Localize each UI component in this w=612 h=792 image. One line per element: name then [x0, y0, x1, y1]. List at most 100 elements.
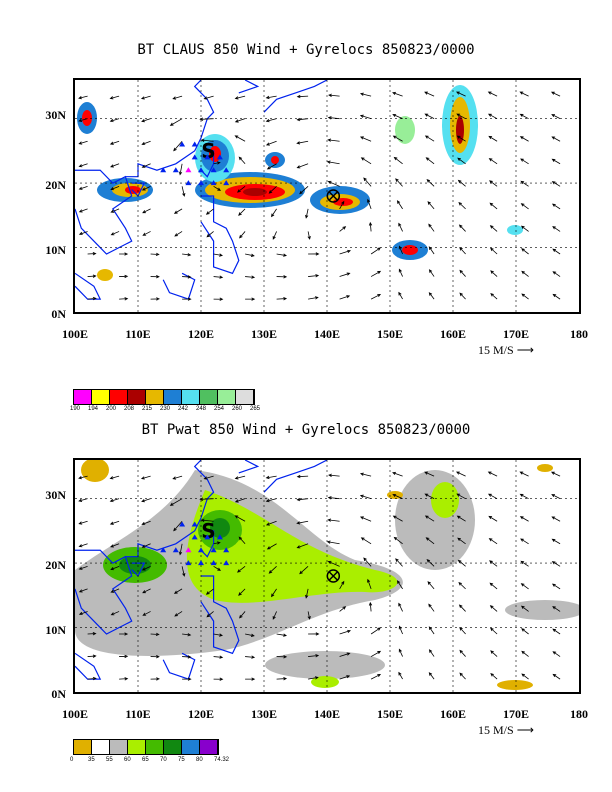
p1-ref-vector-label: 15 M/S ⟶ — [478, 343, 534, 357]
wind-arrow — [140, 95, 151, 100]
wind-arrow — [173, 520, 183, 532]
wind-arrow — [87, 296, 97, 301]
p1-ylabel-10n: 10N — [45, 243, 66, 257]
wind-arrow — [140, 475, 151, 480]
wind-arrow — [271, 208, 277, 218]
wind-arrow — [551, 114, 561, 120]
wind-arrow — [234, 498, 246, 503]
wind-arrow — [328, 473, 340, 477]
wind-arrow — [487, 91, 498, 97]
colorbar-label: 80 — [196, 757, 203, 763]
wind-arrow — [458, 581, 466, 590]
panel1-title: BT CLAUS 850 Wind + Gyrelocs 850823/0000 — [137, 42, 475, 58]
claus-map: S — [73, 78, 581, 314]
gyre-cross-icon — [328, 191, 338, 201]
wind-arrow — [326, 160, 340, 165]
wind-arrow — [141, 498, 151, 503]
obs-triangle-icon — [216, 534, 223, 540]
wind-arrow — [520, 158, 529, 165]
wind-arrow — [367, 198, 372, 210]
wind-arrow — [234, 135, 246, 142]
wind-arrow — [78, 475, 88, 480]
wind-arrow — [265, 118, 277, 123]
wind-arrow — [78, 611, 88, 616]
wind-arrow — [363, 177, 372, 187]
wind-arrow — [398, 625, 403, 635]
pwat-map: S — [73, 458, 581, 694]
wind-arrow — [490, 270, 498, 277]
typhoon-icon: S — [201, 519, 215, 543]
gyre-marker: S — [160, 519, 341, 583]
wind-arrow — [398, 245, 403, 255]
wind-arrow — [428, 603, 435, 612]
wind-arrow — [359, 494, 372, 500]
wind-arrow — [551, 494, 561, 500]
x-tick-label: 170E — [502, 707, 530, 721]
wind-arrow — [299, 566, 309, 575]
wind-vectors — [78, 91, 561, 301]
wind-arrow — [487, 471, 498, 477]
wind-arrow — [213, 297, 224, 301]
wind-arrow — [245, 655, 256, 659]
obs-triangle-icon — [185, 547, 192, 553]
wind-arrow — [109, 118, 120, 123]
wind-arrow — [521, 270, 529, 277]
x-tick-label: 120E — [187, 707, 215, 721]
wind-arrow — [551, 158, 561, 165]
coastline — [238, 80, 260, 94]
gyre-marker: S — [160, 139, 341, 203]
obs-triangle-icon — [210, 560, 217, 566]
wind-arrow — [119, 274, 129, 279]
wind-arrow — [245, 677, 256, 681]
wind-arrow — [268, 566, 277, 574]
wind-arrow — [276, 275, 288, 279]
wind-arrow — [360, 537, 372, 545]
colorbar-swatch — [92, 390, 110, 404]
obs-triangle-icon — [216, 154, 223, 160]
wind-arrow — [367, 578, 372, 590]
obs-triangle-icon — [223, 180, 230, 186]
wind-arrow — [456, 471, 466, 477]
wind-arrow — [519, 516, 529, 522]
x-tick-label: 130E — [250, 327, 278, 341]
wind-arrow — [78, 95, 88, 100]
colorbar-swatch — [218, 390, 236, 404]
obs-triangle-icon — [172, 547, 179, 553]
colorbar-swatch — [236, 390, 254, 404]
wind-arrow — [119, 632, 129, 636]
colorbar-swatch — [146, 390, 164, 404]
wind-arrow — [490, 293, 498, 300]
wind-arrow — [489, 202, 498, 210]
p1-ylabel-20n: 20N — [45, 178, 66, 192]
colorbar-swatch — [128, 740, 146, 754]
wind-arrow — [272, 611, 277, 620]
wind-arrow — [456, 113, 466, 120]
wind-arrow — [521, 650, 529, 657]
wind-arrow — [182, 677, 192, 681]
obs-triangle-icon — [185, 167, 192, 173]
wind-arrow — [363, 557, 372, 567]
wind-arrow — [359, 516, 372, 522]
wind-arrow — [276, 677, 288, 681]
colorbar-label: 242 — [178, 406, 189, 412]
gyre-center-icon — [326, 189, 341, 203]
wind-arrow — [368, 221, 373, 232]
wind-arrow — [428, 223, 435, 232]
x-tick-label: 180 — [570, 327, 588, 341]
wind-arrow — [276, 297, 288, 301]
wind-arrow — [426, 559, 435, 567]
obs-triangle-icon — [204, 534, 211, 540]
wind-arrow — [238, 588, 246, 596]
wind-arrow — [459, 246, 466, 255]
obs-triangle-icon — [204, 154, 211, 160]
colorbar-label: 74.32 — [214, 757, 230, 763]
wind-arrow — [392, 135, 403, 142]
wind-arrow — [359, 114, 372, 120]
wind-arrow — [551, 583, 561, 590]
wind-arrow — [488, 113, 498, 120]
colorbar-swatch — [164, 390, 182, 404]
claus-colorbar — [73, 389, 255, 405]
x-tick-label: 140E — [313, 327, 341, 341]
x-tick-label: 150E — [376, 327, 404, 341]
wind-arrow — [370, 627, 381, 635]
